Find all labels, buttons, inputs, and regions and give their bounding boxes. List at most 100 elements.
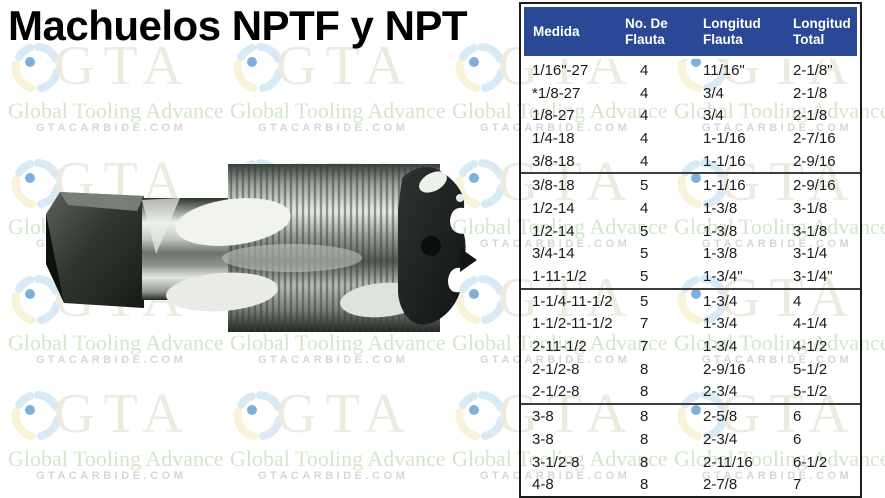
table-cell: 2-1/8 bbox=[793, 84, 828, 102]
table-row: 3-8 8 2-5/8 6 bbox=[521, 405, 860, 428]
table-cell: 6 bbox=[793, 430, 802, 448]
table-cell: 2-9/16 bbox=[786, 150, 860, 175]
watermark-monogram: GTA bbox=[54, 383, 192, 445]
gta-logo-icon bbox=[233, 43, 283, 92]
watermark-monogram: GTA bbox=[720, 267, 858, 329]
table-cell: 5 bbox=[640, 177, 649, 195]
table-cell: 5-1/2 bbox=[786, 381, 860, 406]
watermark-tile: GTA Global Tooling Advance GTACARBIDE.CO… bbox=[230, 38, 446, 158]
table-cell: 3/4 bbox=[703, 84, 724, 102]
table-cell: 3-8 bbox=[532, 408, 554, 426]
table-cell: 4-1/2 bbox=[793, 338, 828, 356]
watermark-site: GTACARBIDE.COM bbox=[702, 122, 853, 134]
table-row: 3/8-18 5 1-1/16 2-9/16 bbox=[521, 174, 860, 197]
watermark-tagline: Global Tooling Advance bbox=[452, 98, 668, 123]
table-row: 1/2-14 4 1-3/8 3-1/8 bbox=[521, 197, 860, 220]
table-cell: 6-1/2 bbox=[793, 453, 828, 471]
table-cell: 1-3/8 bbox=[703, 245, 738, 263]
pipe-tap-product-image bbox=[46, 164, 477, 332]
table-cell: 4 bbox=[618, 150, 696, 175]
table-cell: 1/8-27 bbox=[532, 107, 575, 125]
watermark-tagline: Global Tooling Advance bbox=[230, 98, 446, 123]
watermark-tile: GTA Global Tooling Advance GTACARBIDE.CO… bbox=[8, 386, 224, 498]
table-cell: 2-11-1/2 bbox=[532, 338, 587, 356]
gta-logo-icon bbox=[11, 391, 61, 440]
table-cell: 3/4 bbox=[703, 107, 724, 125]
table-cell: 2-9/16 bbox=[793, 177, 836, 195]
table-cell: 2-7/16 bbox=[793, 129, 836, 147]
table-cell: 2-11/16 bbox=[703, 453, 753, 471]
watermark-tagline: Global Tooling Advance bbox=[674, 330, 885, 355]
table-cell: 3/8-18 bbox=[532, 177, 575, 195]
gta-logo-icon bbox=[455, 275, 505, 324]
table-cell: 2-1/2-8 bbox=[532, 360, 580, 378]
table-row: 1-1/4-11-1/2 5 1-3/4 4 bbox=[521, 290, 860, 313]
table-cell: 1-3/4 bbox=[703, 338, 738, 356]
table-row: 3/4-14 5 1-3/8 3-1/4 bbox=[521, 243, 860, 266]
table-cell: 5 bbox=[640, 245, 649, 263]
gta-logo-icon bbox=[233, 391, 283, 440]
table-cell: 2-3/4 bbox=[703, 430, 738, 448]
watermark-site: GTACARBIDE.COM bbox=[702, 470, 853, 482]
table-cell: 1-3/4" bbox=[696, 265, 786, 290]
table-cell: 5 bbox=[640, 292, 649, 310]
watermark-tagline: Global Tooling Advance bbox=[8, 330, 224, 355]
table-cell: 8 bbox=[618, 381, 696, 406]
watermark-tagline: Global Tooling Advance bbox=[452, 446, 668, 471]
watermark-tagline: Global Tooling Advance bbox=[452, 330, 668, 355]
table-cell: 4 bbox=[640, 61, 649, 79]
table-cell: 2-1/8 bbox=[793, 107, 828, 125]
table-row: 1-11-1/2 5 1-3/4" 3-1/4" bbox=[521, 265, 860, 290]
watermark-tagline: Global Tooling Advance bbox=[230, 446, 446, 471]
watermark-monogram: GTA bbox=[720, 383, 858, 445]
watermark-tagline: Global Tooling Advance bbox=[8, 446, 224, 471]
watermark-tagline: Global Tooling Advance bbox=[452, 214, 668, 239]
table-row: 1-1/2-11-1/2 7 1-3/4 4-1/4 bbox=[521, 313, 860, 336]
table-row: 3-1/2-8 8 2-11/16 6-1/2 bbox=[521, 451, 860, 474]
table-cell: 2-1/8" bbox=[793, 61, 833, 79]
table-cell: 1-1/2-11-1/2 bbox=[532, 315, 613, 333]
watermark-tile: GTA Global Tooling Advance GTACARBIDE.CO… bbox=[452, 270, 668, 390]
col-header-longitud-flauta: Longitud Flauta bbox=[696, 4, 786, 59]
table-cell: 8 bbox=[640, 476, 649, 494]
watermark-site: GTACARBIDE.COM bbox=[258, 122, 409, 134]
watermark-tagline: Global Tooling Advance bbox=[8, 98, 224, 123]
watermark-site: GTACARBIDE.COM bbox=[258, 470, 409, 482]
table-cell: 7 bbox=[640, 315, 649, 333]
table-cell: 8 bbox=[640, 430, 649, 448]
table-row: 4-8 8 2-7/8 7 bbox=[521, 473, 860, 496]
watermark-monogram: GTA bbox=[276, 35, 414, 97]
table-cell: 7 bbox=[793, 476, 802, 494]
table-cell: 1/4-18 bbox=[532, 129, 575, 147]
table-row: 1/4-18 4 1-1/16 2-7/16 bbox=[521, 127, 860, 150]
watermark-tile: GTA Global Tooling Advance GTACARBIDE.CO… bbox=[674, 386, 885, 498]
table-cell: 8 bbox=[640, 453, 649, 471]
spec-table-body: 1/16"-27 4 11/16" 2-1/8" *1/8-27 4 3/4 2-1/8 1/8… bbox=[521, 59, 860, 496]
table-cell: 5 bbox=[618, 265, 696, 290]
col-header-line: Flauta bbox=[703, 31, 743, 47]
col-header-longitud-total: Longitud Total bbox=[786, 4, 860, 59]
gta-logo-icon bbox=[455, 391, 505, 440]
table-cell: 4 bbox=[793, 292, 802, 310]
table-row: 2-1/2-8 8 2-9/16 5-1/2 bbox=[521, 358, 860, 381]
spec-table-header: Medida No. De Flauta Longitud Flauta Lon… bbox=[521, 4, 860, 59]
watermark-site: GTACARBIDE.COM bbox=[36, 354, 187, 366]
table-cell: 4 bbox=[640, 129, 649, 147]
table-cell: 2-3/4 bbox=[696, 381, 786, 406]
table-cell: 7 bbox=[640, 338, 649, 356]
watermark-site: GTACARBIDE.COM bbox=[480, 354, 631, 366]
col-header-line: No. De bbox=[625, 15, 668, 31]
watermark-monogram: GTA bbox=[276, 383, 414, 445]
table-cell: 2-7/8 bbox=[703, 476, 738, 494]
col-header-medida: Medida bbox=[521, 4, 618, 59]
table-cell: 4 bbox=[640, 107, 649, 125]
gta-logo-icon bbox=[677, 159, 727, 208]
table-cell: *1/8-27 bbox=[532, 84, 581, 102]
col-header-line: Longitud bbox=[703, 15, 761, 31]
watermark-site: GTACARBIDE.COM bbox=[36, 470, 187, 482]
watermark-tagline: Global Tooling Advance bbox=[230, 330, 446, 355]
watermark-tagline: Global Tooling Advance bbox=[674, 446, 885, 471]
table-cell: 1-1/16 bbox=[703, 129, 746, 147]
watermark-tagline: Global Tooling Advance bbox=[674, 98, 885, 123]
